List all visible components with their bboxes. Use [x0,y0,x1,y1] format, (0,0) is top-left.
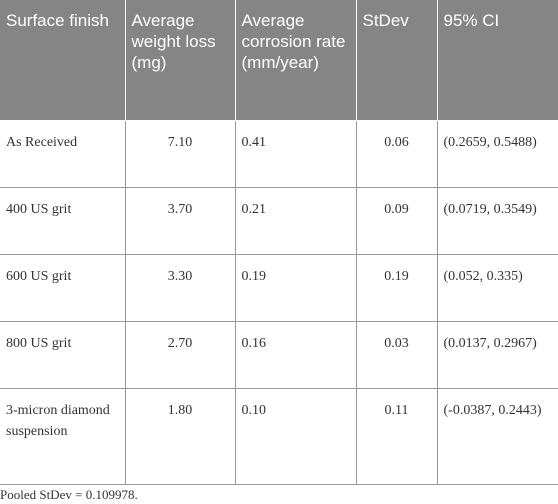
cell-confidence-interval: (0.2659, 0.5488) [436,120,558,187]
table-body: As Received 7.10 0.41 0.06 (0.2659, 0.54… [0,120,558,484]
cell-stdev: 0.09 [355,187,437,254]
table-row: 400 US grit 3.70 0.21 0.09 (0.0719, 0.35… [0,187,558,254]
cell-average-weight-loss: 7.10 [124,120,235,187]
cell-average-weight-loss: 3.30 [124,254,235,321]
table-footnote: Pooled StDev = 0.109978. [0,487,138,502]
cell-surface-finish: As Received [6,134,78,150]
cell-average-corrosion-rate: 0.21 [234,187,356,254]
header-average-weight-loss: Average weight loss (mg) [124,0,235,121]
table-row: 3-micron diamond suspension 1.80 0.10 0.… [0,388,558,484]
cell-confidence-interval: (0.0137, 0.2967) [436,321,558,388]
cell-average-corrosion-rate: 0.41 [234,120,356,187]
cell-surface-finish: 800 US grit [6,335,72,351]
header-surface-finish: Surface finish [0,0,125,121]
table-row: 600 US grit 3.30 0.19 0.19 (0.052, 0.335… [0,254,558,321]
cell-confidence-interval: (0.052, 0.335) [436,254,558,321]
corrosion-table: Surface finish Average weight loss (mg) … [0,0,558,484]
data-table-container: Surface finish Average weight loss (mg) … [0,0,558,484]
cell-stdev: 0.19 [355,254,437,321]
cell-stdev: 0.06 [355,120,437,187]
table-row: 800 US grit 2.70 0.16 0.03 (0.0137, 0.29… [0,321,558,388]
cell-confidence-interval: (-0.0387, 0.2443) [436,388,558,484]
table-row: As Received 7.10 0.41 0.06 (0.2659, 0.54… [0,120,558,187]
header-average-corrosion-rate: Average corrosion rate (mm/year) [234,0,356,121]
table-header: Surface finish Average weight loss (mg) … [0,0,558,121]
cell-surface-finish: 400 US grit [6,201,72,217]
cell-average-weight-loss: 3.70 [124,187,235,254]
cell-stdev: 0.11 [355,388,437,484]
cell-average-weight-loss: 2.70 [124,321,235,388]
cell-surface-finish: 600 US grit [6,268,72,284]
header-confidence-interval: 95% CI [436,0,558,121]
cell-average-corrosion-rate: 0.19 [234,254,356,321]
cell-confidence-interval: (0.0719, 0.3549) [436,187,558,254]
cell-surface-finish: 3-micron diamond suspension [6,402,110,439]
cell-average-corrosion-rate: 0.10 [234,388,356,484]
header-stdev: StDev [355,0,437,121]
cell-stdev: 0.03 [355,321,437,388]
header-row: Surface finish Average weight loss (mg) … [0,0,558,121]
cell-average-corrosion-rate: 0.16 [234,321,356,388]
cell-average-weight-loss: 1.80 [124,388,235,484]
